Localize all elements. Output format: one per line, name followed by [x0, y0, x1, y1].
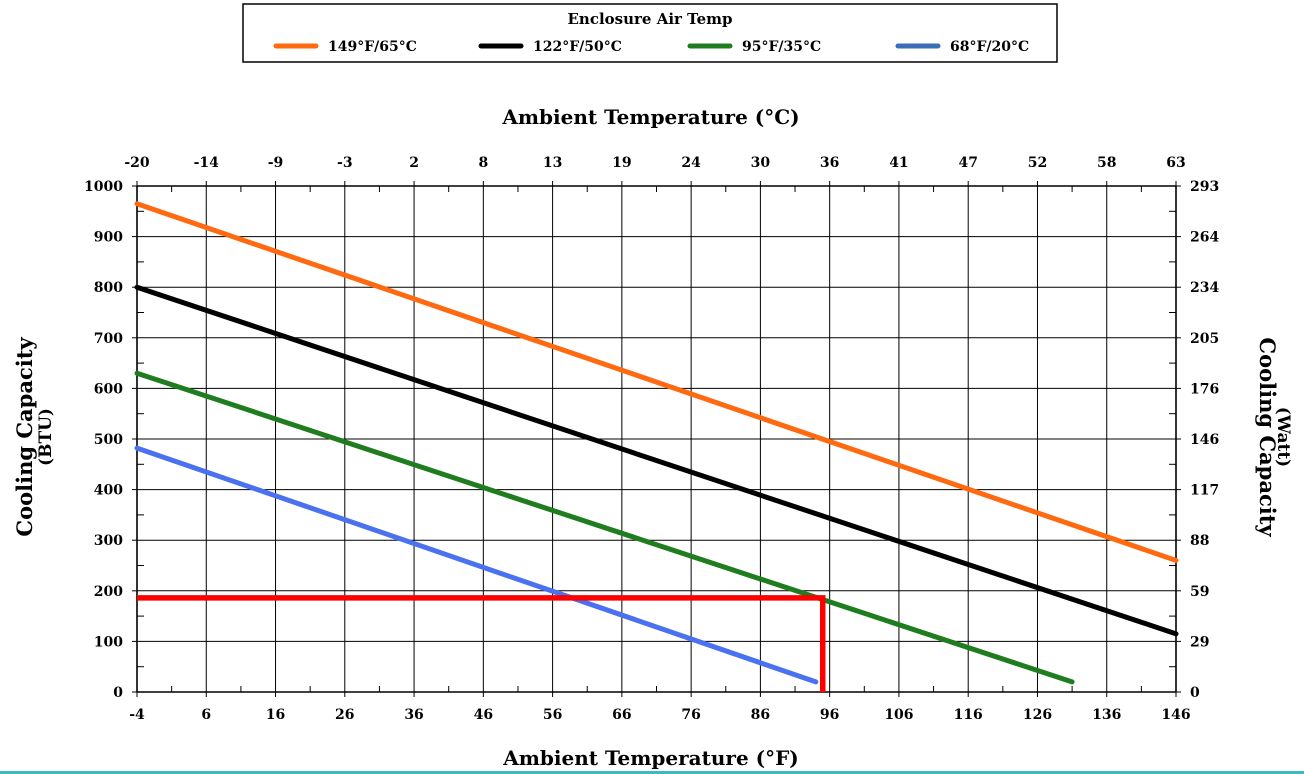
left-axis-title: Cooling Capacity [12, 337, 37, 537]
ticks [132, 181, 1181, 697]
y-tick-label-left: 200 [94, 584, 123, 600]
x-tick-label-bottom: 26 [335, 707, 354, 723]
x-tick-label-top: 41 [889, 155, 908, 171]
x-tick-label-top: 19 [612, 155, 631, 171]
x-tick-label-top: 2 [409, 155, 419, 171]
x-tick-label-bottom: 6 [201, 707, 211, 723]
x-tick-label-bottom: 86 [751, 707, 770, 723]
x-tick-label-bottom: 126 [1023, 707, 1052, 723]
right-axis-subtitle: (Watt) [1273, 407, 1293, 467]
series-line [134, 284, 1179, 637]
annotation-line [137, 595, 826, 692]
x-tick-label-top: -3 [337, 155, 353, 171]
right-axis-title: Cooling Capacity [1255, 337, 1280, 537]
legend-entries: 149°F/65°C 122°F/50°C 95°F/35°C 68°F/20°C [273, 39, 1029, 55]
top-axis-title: Ambient Temperature (°C) [501, 105, 799, 129]
x-tick-label-top: 58 [1097, 155, 1116, 171]
legend-box [242, 3, 1058, 63]
x-tick-label-bottom: 56 [543, 707, 562, 723]
y-tick-label-right: 146 [1190, 432, 1219, 448]
grid [136, 185, 1177, 693]
y-tick-label-right: 88 [1190, 533, 1209, 549]
x-tick-label-bottom: 46 [474, 707, 493, 723]
series-line [134, 370, 1075, 685]
legend: Enclosure Air Temp 149°F/65°C 122°F/50°C 9… [242, 3, 1058, 63]
series-line [134, 201, 1179, 563]
x-tick-label-bottom: -4 [129, 707, 145, 723]
x-tick-label-top: 47 [958, 155, 977, 171]
legend-label: 95°F/35°C [742, 39, 821, 55]
x-tick-label-top: -14 [194, 155, 220, 171]
y-tick-label-left: 500 [94, 432, 123, 448]
x-tick-label-top: 36 [820, 155, 839, 171]
x-tick-label-bottom: 96 [820, 707, 839, 723]
y-tick-label-right: 293 [1190, 179, 1219, 195]
x-tick-label-bottom: 76 [681, 707, 700, 723]
x-tick-label-top: -9 [268, 155, 284, 171]
x-tick-label-top: 24 [681, 155, 701, 171]
left-axis-subtitle: (BTU) [36, 408, 56, 466]
x-tick-label-top: 13 [543, 155, 562, 171]
series-line [134, 445, 819, 685]
y-tick-label-left: 700 [94, 331, 123, 347]
legend-label: 149°F/65°C [328, 39, 417, 55]
x-tick-label-bottom: 146 [1161, 707, 1190, 723]
y-tick-label-right: 234 [1190, 280, 1219, 296]
y-tick-label-left: 900 [94, 230, 123, 246]
y-tick-label-right: 59 [1190, 584, 1209, 600]
y-tick-label-left: 800 [94, 280, 123, 296]
x-tick-label-bottom: 116 [954, 707, 983, 723]
x-tick-label-bottom: 16 [266, 707, 285, 723]
x-tick-label-top: 30 [751, 155, 771, 171]
legend-title: Enclosure Air Temp [568, 10, 733, 28]
y-tick-label-left: 100 [94, 634, 123, 650]
series-lines [134, 201, 1179, 685]
x-tick-label-bottom: 106 [884, 707, 913, 723]
y-tick-label-right: 205 [1190, 331, 1219, 347]
bottom-axis-title: Ambient Temperature (°F) [502, 746, 799, 770]
y-tick-label-right: 29 [1190, 634, 1209, 650]
bottom-accent-bar [0, 771, 1304, 774]
y-tick-label-left: 1000 [84, 179, 123, 195]
y-tick-label-left: 0 [113, 685, 123, 701]
y-tick-label-left: 600 [94, 381, 123, 397]
annotation [137, 595, 826, 692]
y-tick-label-left: 300 [94, 533, 123, 549]
x-tick-label-top: 8 [478, 155, 488, 171]
y-tick-label-right: 264 [1190, 230, 1219, 246]
y-tick-label-left: 400 [94, 483, 123, 499]
y-tick-label-right: 0 [1190, 685, 1200, 701]
legend-label: 68°F/20°C [950, 39, 1029, 55]
x-tick-label-top: -20 [124, 155, 150, 171]
y-tick-label-right: 117 [1190, 483, 1219, 499]
x-tick-label-top: 52 [1028, 155, 1047, 171]
x-tick-label-top: 63 [1166, 155, 1185, 171]
tick-labels: -4 -20 6 -14 16 -9 26 -3 36 2 46 8 56 13 66 19 76 24 86 30 9… [84, 155, 1219, 723]
x-tick-label-bottom: 136 [1092, 707, 1121, 723]
legend-label: 122°F/50°C [533, 39, 622, 55]
x-tick-label-bottom: 36 [404, 707, 423, 723]
y-tick-label-right: 176 [1190, 381, 1219, 397]
x-tick-label-bottom: 66 [612, 707, 631, 723]
